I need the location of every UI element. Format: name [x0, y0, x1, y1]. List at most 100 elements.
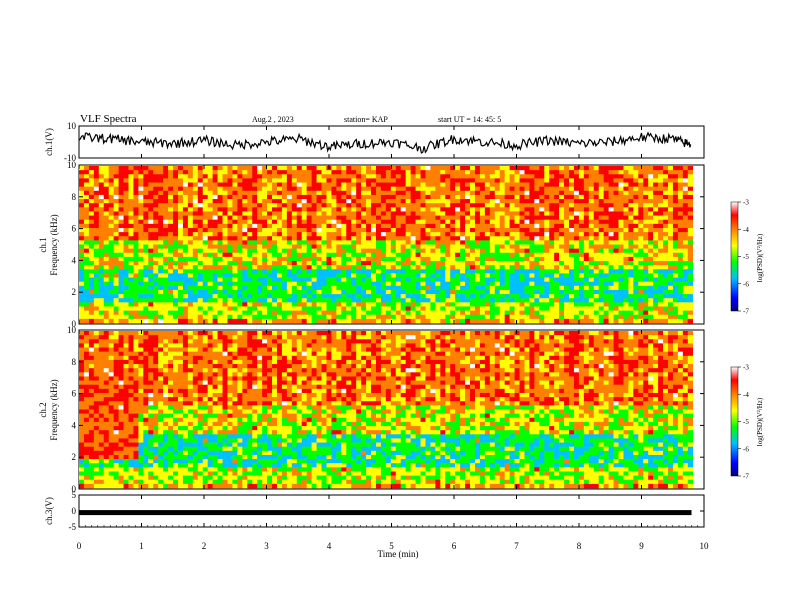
spectrogram-cell	[113, 343, 119, 348]
spectrogram-cell	[613, 199, 619, 204]
spectrogram-cell	[578, 273, 585, 278]
spectrogram-cell	[603, 314, 609, 320]
spectrogram-cell	[385, 227, 392, 233]
spectrogram-cell	[133, 170, 139, 175]
spectrogram-cell	[232, 174, 238, 179]
spectrogram-cell	[242, 252, 248, 258]
spectrogram-cell	[296, 219, 303, 225]
spectrogram-cell	[519, 240, 525, 245]
spectrogram-cell	[593, 219, 600, 225]
spectrogram-cell	[272, 285, 278, 291]
spectrogram-cell	[173, 240, 179, 245]
spectrogram-cell	[83, 219, 90, 225]
spectrogram-cell	[182, 314, 189, 320]
spectrogram-cell	[207, 289, 213, 295]
spectrogram-cell	[336, 207, 342, 212]
spectrogram-cell	[321, 166, 327, 171]
spectrogram-cell	[311, 285, 317, 291]
spectrogram-cell	[262, 211, 268, 216]
spectrogram-cell	[301, 199, 307, 204]
spectrogram-cell	[534, 294, 540, 299]
spectrogram-cell	[123, 265, 129, 270]
spectrogram-cell	[588, 289, 595, 295]
spectrogram-cell	[420, 227, 426, 233]
spectrogram-cell	[207, 298, 213, 303]
spectrogram-cell	[598, 261, 604, 266]
spectrogram-cell	[564, 194, 570, 200]
spectrogram-cell	[276, 178, 283, 183]
spectrogram-cell	[544, 318, 550, 324]
spectrogram-cell	[79, 170, 85, 175]
spectrogram-cell	[118, 273, 124, 278]
spectrogram-cell	[336, 186, 342, 192]
spectrogram-cell	[158, 219, 164, 225]
spectrogram-cell	[415, 294, 421, 299]
spectrogram-cell	[98, 401, 105, 406]
spectrogram-cell	[524, 248, 530, 254]
spectrogram-cell	[499, 277, 505, 282]
spectrogram-cell	[569, 182, 575, 187]
spectrogram-cell	[232, 190, 238, 196]
spectrogram-cell	[247, 174, 253, 179]
spectrogram-cell	[385, 277, 392, 282]
spectrogram-cell	[217, 170, 223, 175]
spectrogram-cell	[192, 256, 199, 262]
spectrogram-cell	[643, 219, 649, 225]
spectrogram-cell	[88, 211, 95, 216]
spectrogram-cell	[281, 166, 288, 171]
spectrogram-cell	[484, 306, 491, 311]
spectrogram-cell	[202, 265, 208, 270]
spectrogram-cell	[291, 227, 298, 233]
spectrogram-cell	[677, 306, 684, 311]
spectrogram-cell	[232, 318, 238, 324]
spectrogram-cell	[108, 409, 114, 414]
spectrogram-cell	[578, 265, 585, 270]
spectrogram-cell	[108, 269, 114, 274]
spectrogram-cell	[177, 203, 184, 208]
spectrogram-cell	[677, 285, 684, 291]
spectrogram-cell	[217, 166, 223, 171]
spectrogram-cell	[569, 261, 575, 266]
spectrogram-cell	[504, 265, 510, 270]
spectrogram-cell	[108, 450, 114, 456]
spectrogram-cell	[123, 207, 129, 212]
spectrogram-cell	[187, 207, 194, 212]
spectrogram-cell	[564, 170, 570, 175]
spectrogram-cell	[331, 207, 337, 212]
spectrogram-cell	[98, 314, 105, 320]
spectrogram-cell	[549, 261, 555, 266]
spectrogram-cell	[628, 256, 634, 262]
spectrogram-cell	[286, 261, 293, 266]
spectrogram-cell	[549, 294, 555, 299]
spectrogram-cell	[578, 256, 585, 262]
spectrogram-cell	[197, 207, 204, 212]
spectrogram-cell	[613, 190, 619, 196]
spectrogram-cell	[445, 265, 451, 270]
spectrogram-cell	[93, 269, 100, 274]
spectrogram-cell	[519, 215, 525, 221]
spectrogram-cell	[460, 203, 466, 208]
spectrogram-cell	[227, 314, 233, 320]
spectrogram-cell	[326, 306, 332, 311]
spectrogram-cell	[153, 199, 159, 204]
spectrogram-cell	[257, 294, 263, 299]
spectrogram-cell	[529, 223, 535, 229]
spectrogram-cell	[405, 219, 411, 225]
spectrogram-cell	[682, 232, 689, 237]
spectrogram-cell	[583, 269, 590, 274]
spectrogram-cell	[98, 256, 105, 262]
spectrogram-cell	[410, 310, 416, 316]
spectrogram-cell	[232, 281, 238, 287]
spectrogram-cell	[346, 302, 352, 307]
spectrogram-cell	[321, 318, 327, 324]
spectrogram-cell	[222, 236, 228, 241]
spectrogram-cell	[598, 265, 604, 270]
spectrogram-cell	[93, 265, 100, 270]
spectrogram-cell	[613, 314, 619, 320]
spectrogram-cell	[638, 227, 644, 233]
spectrogram-cell	[306, 211, 312, 216]
spectrogram-cell	[138, 203, 144, 208]
spectrogram-cell	[291, 232, 298, 237]
spectrogram-cell	[286, 211, 293, 216]
spectrogram-cell	[232, 265, 238, 270]
